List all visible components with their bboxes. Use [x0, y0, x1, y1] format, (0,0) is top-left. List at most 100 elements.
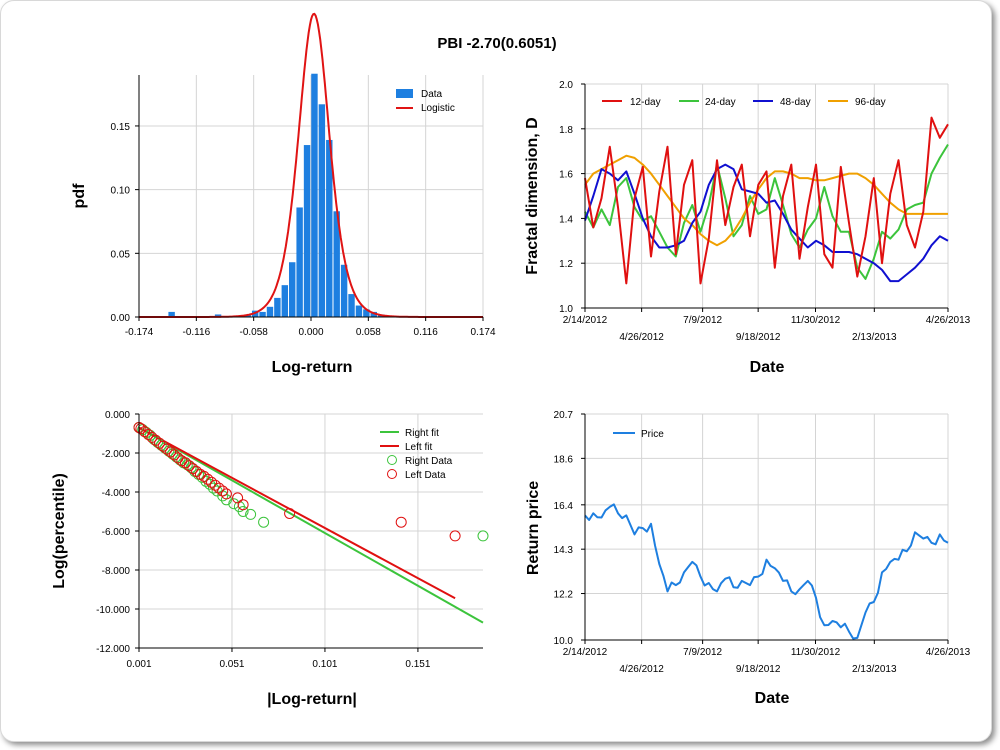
tail-data-point: [135, 423, 147, 435]
tail-data-point: [245, 508, 257, 520]
histogram-panel: -0.174 -0.116 -0.058 0.000 0.058 0.116 0.174 0.…: [71, 12, 496, 376]
tail-data-point: [204, 478, 216, 490]
legend-label-48day: 48-day: [780, 97, 811, 108]
page-title: PBI -2.70(0.6051): [437, 35, 556, 52]
tail-data-point: [206, 476, 217, 488]
histogram-bar: [318, 104, 326, 317]
tail-y-tick-label: -10.000: [96, 605, 130, 616]
tail-data-point: [142, 429, 154, 440]
histogram-x-tick-label: 0.000: [298, 327, 323, 338]
histogram-bar: [266, 306, 274, 317]
fractal-x-tick-label: 9/18/2012: [736, 332, 781, 343]
tail-legend: Right fit Left fit Right Data Left Data: [380, 428, 453, 481]
histogram-bar: [259, 311, 266, 317]
tail-data-point: [209, 479, 221, 491]
tail-data-point: [200, 475, 212, 487]
tail-y-tick-label: -2.000: [102, 449, 131, 460]
legend-swatch-data: [396, 89, 413, 98]
tail-data-point: [477, 530, 489, 542]
tail-data-point: [146, 431, 158, 443]
tail-y-tick-label: -12.000: [96, 644, 130, 655]
legend-label-96day: 96-day: [855, 97, 886, 108]
fractal-x-tick-label: 2/14/2012: [563, 315, 608, 326]
tail-y-tick-label: -6.000: [102, 527, 131, 538]
legend-label-price: Price: [641, 429, 664, 440]
histogram-bar: [340, 264, 348, 317]
tail-data-point: [139, 426, 151, 438]
histogram-bar: [333, 211, 340, 317]
price-ylabel: Return price: [525, 481, 542, 575]
tail-panel: 0.001 0.051 0.101 0.151 0.000 -2.000 -4.000 -6.…: [51, 410, 489, 708]
tail-data-point: [198, 470, 210, 482]
fractal-ylabel: Fractal dimension, D: [524, 117, 541, 274]
fractal-panel: 1.0 1.2 1.4 1.6 1.8 2.0 2/14/2012 7/9/2012 11/30…: [524, 80, 971, 376]
histogram-x-tick-label: 0.116: [414, 327, 439, 338]
price-y-tick-label: 18.6: [554, 454, 574, 465]
legend-label-right-data: Right Data: [405, 456, 453, 467]
histogram-y-tick-label: 0.10: [111, 186, 131, 197]
fractal-line-96-day: [584, 154, 948, 247]
tail-data-point: [220, 488, 232, 500]
fractal-x-tick-label: 4/26/2012: [619, 332, 664, 343]
tail-ylabel: Log(percentile): [51, 473, 68, 589]
price-y-tick-label: 16.4: [554, 501, 574, 512]
tail-data-point: [237, 506, 249, 517]
fractal-y-tick-label: 1.2: [559, 259, 573, 270]
tail-data-point: [395, 516, 407, 528]
histogram-bar: [281, 285, 289, 317]
tail-data-point: [180, 457, 191, 469]
fractal-xlabel: Date: [750, 359, 785, 376]
tail-data-point: [172, 452, 184, 464]
price-x-tick-label: 7/9/2012: [683, 647, 722, 658]
tail-fit-line: [138, 426, 456, 600]
histogram-bar: [311, 73, 318, 317]
tail-x-tick-label: 0.101: [312, 659, 337, 670]
legend-label-12day: 12-day: [630, 97, 661, 108]
price-y-tick-label: 14.3: [554, 545, 574, 556]
histogram-bar: [274, 297, 281, 317]
tail-data-point: [150, 434, 162, 446]
price-x-tick-label: 2/13/2013: [852, 664, 897, 675]
tail-data-point: [187, 463, 199, 475]
histogram-bar: [363, 309, 370, 317]
histogram-bar: [296, 207, 303, 317]
fractal-y-tick-label: 1.4: [559, 214, 573, 225]
fractal-line-12-day: [584, 116, 949, 285]
tail-data-point: [237, 499, 249, 511]
legend-label-left-data: Left Data: [405, 470, 446, 481]
tail-data-point: [284, 508, 296, 519]
tail-y-tick-label: 0.000: [105, 410, 130, 421]
legend-label-24day: 24-day: [705, 97, 736, 108]
price-x-tick-label: 9/18/2012: [736, 664, 781, 675]
fractal-line-48-day: [584, 163, 949, 283]
price-xlabel: Date: [755, 690, 790, 707]
fractal-line-24-day: [584, 143, 949, 280]
histogram-bar: [326, 139, 333, 317]
tail-data-point: [196, 471, 208, 483]
tail-fit-line: [138, 426, 484, 624]
histogram-ylabel: pdf: [71, 183, 88, 209]
price-x-tick-label: 4/26/2013: [926, 647, 971, 658]
fractal-y-tick-label: 2.0: [559, 80, 573, 91]
price-x-tick-label: 2/14/2012: [563, 647, 608, 658]
fractal-x-tick-label: 2/13/2013: [852, 332, 897, 343]
fractal-y-tick-label: 1.6: [559, 170, 573, 181]
tail-y-tick-label: -8.000: [102, 566, 131, 577]
histogram-x-tick-label: -0.174: [125, 327, 154, 338]
tail-data-point: [217, 485, 229, 497]
tail-data-point: [191, 466, 203, 477]
histogram-xlabel: Log-return: [272, 359, 353, 376]
tail-data-point: [232, 492, 244, 504]
legend-label-logistic: Logistic: [421, 103, 455, 114]
tail-data-point: [202, 473, 214, 485]
legend-label-left-fit: Left fit: [405, 442, 432, 453]
histogram-bar: [303, 145, 311, 317]
fractal-legend: 12-day 24-day 48-day 96-day: [602, 97, 886, 108]
price-y-tick-label: 20.7: [554, 410, 574, 421]
histogram-bar: [370, 311, 377, 317]
tail-data-point: [183, 460, 195, 472]
histogram-bar: [348, 294, 355, 317]
tail-data-point: [161, 443, 173, 455]
